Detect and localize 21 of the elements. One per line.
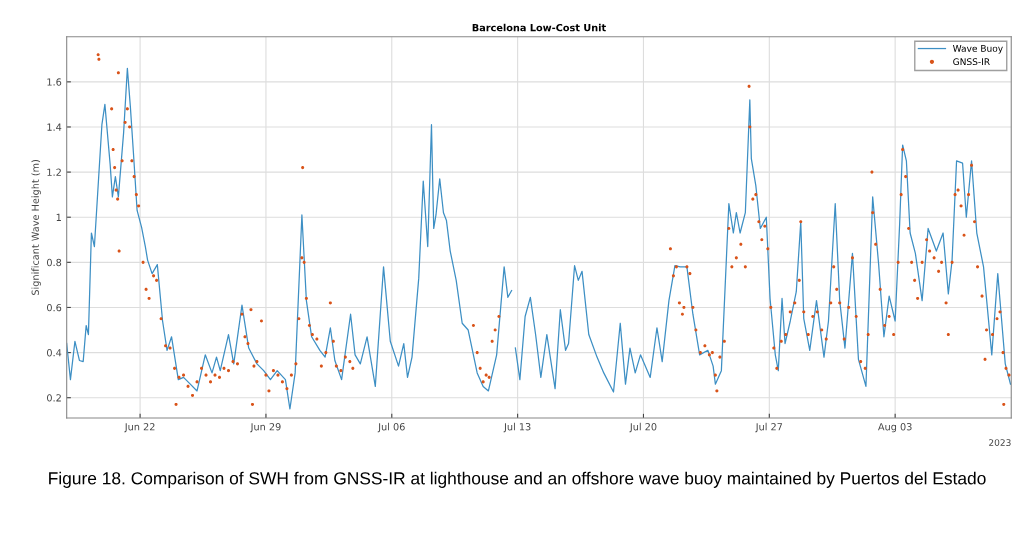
y-tick-label: 0.8	[47, 258, 62, 267]
x-tick-label: Jul 13	[503, 422, 531, 433]
chart-title: Barcelona Low-Cost Unit	[472, 23, 606, 32]
legend-label: Wave Buoy	[952, 45, 1003, 54]
legend-label: GNSS-IR	[953, 58, 990, 66]
y-axis-title: Significant Wave Height (m)	[31, 159, 41, 295]
x-tick-label: Aug 03	[878, 423, 912, 433]
y-tick-label: 0.4	[47, 349, 62, 357]
y-tick-label: 0.6	[47, 303, 62, 312]
y-tick-label: 1.2	[47, 168, 61, 176]
x-tick-label: Jun 29	[250, 423, 281, 433]
x-tick-label: Jun 22	[124, 423, 155, 433]
caption: Figure 18. Comparison of SWH from GNSS-IR at lighthouse and an offshore wave buoy maintained by Puertos del Estado	[49, 471, 986, 488]
text: 2023	[989, 439, 1011, 446]
x-tick-label: Jul 20	[629, 422, 657, 433]
y-tick-label: 1.6	[47, 78, 62, 86]
x-tick-label: Jul 06	[377, 422, 405, 433]
y-tick-label: 0.2	[47, 394, 61, 402]
y-tick-label: 1	[56, 213, 61, 221]
y-tick-label: 1.4	[47, 123, 62, 131]
x-tick-label: Jul 27	[755, 422, 783, 433]
